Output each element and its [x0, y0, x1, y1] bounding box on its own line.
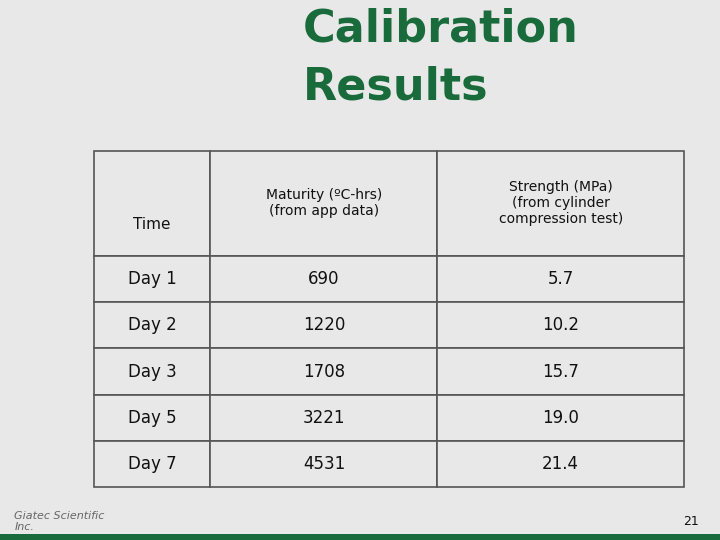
Text: 1708: 1708	[303, 363, 345, 381]
Text: 19.0: 19.0	[542, 409, 579, 427]
Text: 5.7: 5.7	[548, 270, 574, 288]
Text: 3221: 3221	[302, 409, 345, 427]
Polygon shape	[438, 348, 684, 395]
Text: 15.7: 15.7	[542, 363, 579, 381]
Bar	[0, 534, 720, 540]
Text: Maturity (ºC-hrs)
(from app data): Maturity (ºC-hrs) (from app data)	[266, 188, 382, 218]
Text: Results: Results	[302, 65, 488, 109]
Text: Day 3: Day 3	[127, 363, 176, 381]
Polygon shape	[94, 302, 210, 348]
Text: 21.4: 21.4	[542, 455, 579, 473]
Text: Day 2: Day 2	[127, 316, 176, 334]
Polygon shape	[94, 151, 210, 256]
Polygon shape	[94, 441, 210, 488]
Text: Strength (MPa)
(from cylinder
compression test): Strength (MPa) (from cylinder compressio…	[499, 180, 623, 226]
Text: 690: 690	[308, 270, 340, 288]
Text: Day 1: Day 1	[127, 270, 176, 288]
Text: Day 5: Day 5	[127, 409, 176, 427]
Polygon shape	[438, 395, 684, 441]
Polygon shape	[94, 395, 210, 441]
Text: Time: Time	[133, 217, 171, 232]
Text: 10.2: 10.2	[542, 316, 579, 334]
Text: Day 7: Day 7	[127, 455, 176, 473]
Polygon shape	[210, 302, 438, 348]
Polygon shape	[438, 151, 684, 256]
Polygon shape	[438, 441, 684, 488]
Polygon shape	[210, 151, 438, 256]
Text: 21: 21	[683, 515, 698, 528]
Polygon shape	[210, 395, 438, 441]
Polygon shape	[210, 441, 438, 488]
Polygon shape	[438, 256, 684, 302]
Polygon shape	[210, 348, 438, 395]
Text: 1220: 1220	[302, 316, 345, 334]
Text: Giatec Scientific
Inc.: Giatec Scientific Inc.	[14, 511, 105, 532]
Polygon shape	[94, 256, 210, 302]
Text: Calibration: Calibration	[302, 8, 578, 51]
Text: 4531: 4531	[303, 455, 345, 473]
Polygon shape	[94, 348, 210, 395]
Polygon shape	[438, 302, 684, 348]
Polygon shape	[210, 256, 438, 302]
